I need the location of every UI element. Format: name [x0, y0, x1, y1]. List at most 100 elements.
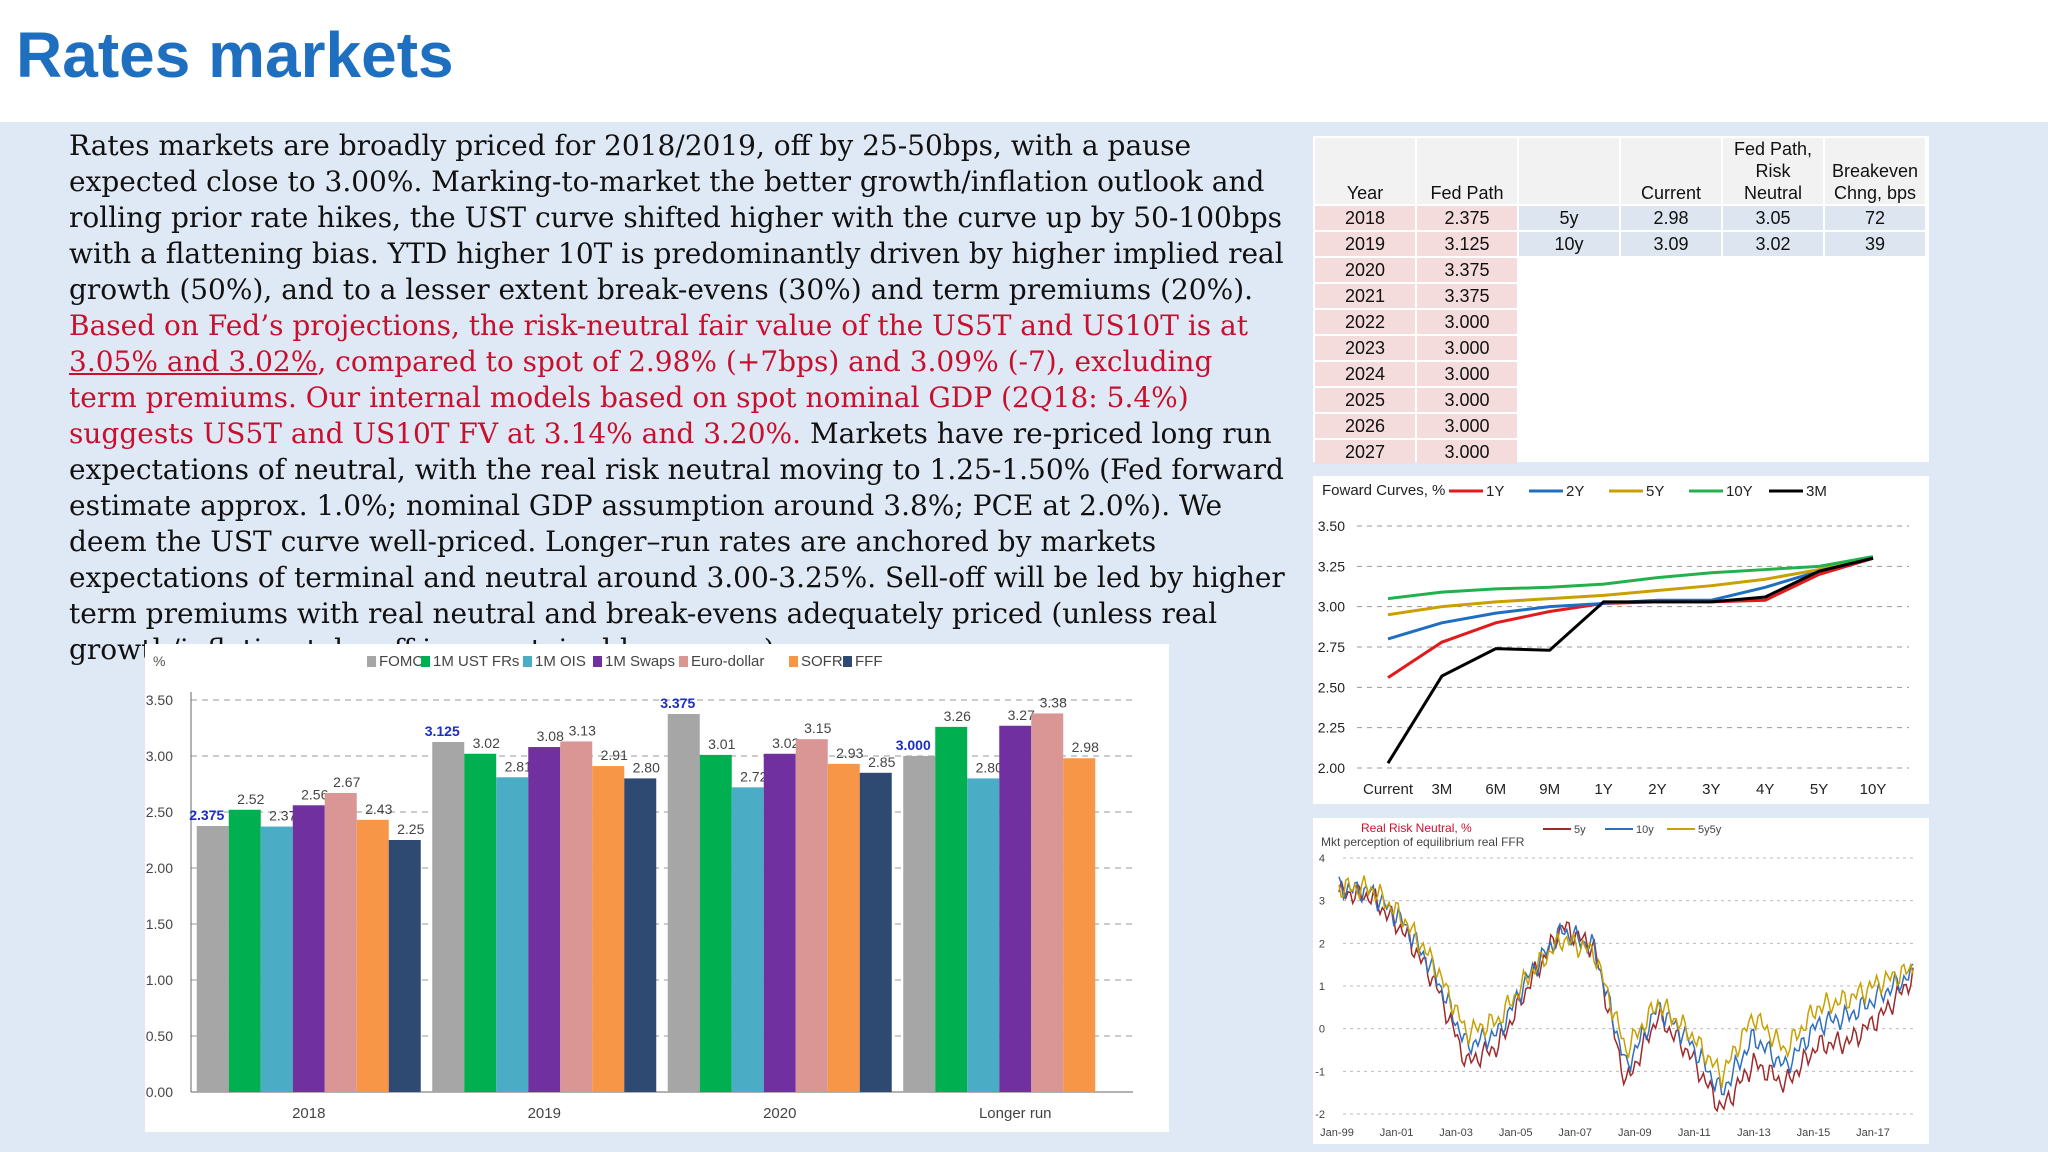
- x-tick-label: 3Y: [1702, 781, 1720, 798]
- bar-data-label: 3.02: [473, 735, 500, 751]
- header-breakeven: Breakeven Chng, bps: [1825, 138, 1925, 204]
- table-header-row: Year Fed Path Current Fed Path, Risk Neut…: [1315, 138, 1925, 204]
- y-tick-label: 2.00: [1318, 760, 1345, 776]
- series-line-10y: [1387, 555, 1874, 601]
- y-tick-label: 2.75: [1318, 639, 1345, 655]
- x-tick-label: Jan-05: [1499, 1127, 1533, 1139]
- fed-path-cell: 3.000: [1417, 362, 1517, 386]
- year-cell: 2026: [1315, 414, 1415, 438]
- header-risk-neutral-line1: Fed Path,: [1733, 139, 1813, 159]
- y-tick-label: 3.25: [1318, 558, 1345, 574]
- fed-path-cell: 3.000: [1417, 414, 1517, 438]
- bar-1m-ois: [496, 777, 529, 1092]
- y-tick-label: 3.50: [146, 692, 173, 708]
- bar-data-label: 3.375: [660, 695, 695, 711]
- legend-swatch: [421, 656, 430, 667]
- y-tick-label: 3.50: [1318, 518, 1345, 534]
- bar-1m-swaps: [763, 753, 796, 1092]
- y-tick-label: -1: [1315, 1066, 1325, 1078]
- fed-path-table: Year Fed Path Current Fed Path, Risk Neut…: [1313, 136, 1927, 466]
- bar-fomc: [196, 826, 229, 1092]
- table-row: 2020 3.375: [1315, 258, 1925, 282]
- current-cell: 3.09: [1621, 232, 1721, 256]
- x-tick-label: Jan-99: [1320, 1127, 1354, 1139]
- bar-data-label: 3.01: [708, 736, 735, 752]
- chart-title: Foward Curves, %: [1322, 482, 1445, 499]
- body-text-conclusion: Markets have re-priced long run expectat…: [69, 417, 1285, 666]
- body-text-highlight-2: , compared to spot of 2.98% (+7bps) and …: [69, 345, 1213, 450]
- y-tick-label: 4: [1319, 853, 1325, 865]
- y-tick-label: 2.25: [1318, 720, 1345, 736]
- legend-label: FFF: [855, 653, 883, 670]
- x-tick-label: Jan-17: [1856, 1127, 1890, 1139]
- x-tick-label: 2020: [763, 1105, 796, 1122]
- bar-sofr: [592, 766, 625, 1092]
- fed-path-cell: 3.000: [1417, 388, 1517, 412]
- bar-data-label: 2.93: [836, 745, 863, 761]
- bar-data-label: 2.52: [237, 791, 264, 807]
- legend-label: 1M OIS: [535, 653, 586, 670]
- bar-fomc: [667, 714, 700, 1092]
- year-cell: 2021: [1315, 284, 1415, 308]
- fed-path-table-panel: Year Fed Path Current Fed Path, Risk Neut…: [1313, 136, 1929, 464]
- legend-label: 1M Swaps: [605, 653, 675, 670]
- current-cell: 2.98: [1621, 206, 1721, 230]
- bar-sofr: [356, 819, 389, 1092]
- y-axis-label: %: [153, 653, 165, 669]
- bar-1m-swaps: [999, 725, 1032, 1092]
- y-tick-label: -2: [1315, 1109, 1325, 1121]
- legend-label: 1M UST FRs: [433, 653, 519, 670]
- x-tick-label: 6M: [1485, 781, 1506, 798]
- page-title: Rates markets: [16, 19, 454, 91]
- body-paragraph: Rates markets are broadly priced for 201…: [69, 128, 1289, 668]
- bar-data-label: 3.15: [804, 720, 831, 736]
- x-tick-label: Jan-01: [1380, 1127, 1414, 1139]
- bar-data-label: 2.25: [397, 821, 424, 837]
- header-fed-path: Fed Path: [1417, 138, 1517, 204]
- x-tick-label: Longer run: [979, 1105, 1052, 1122]
- bar-euro-dollar: [1031, 713, 1064, 1092]
- risk-neutral-cell: 3.05: [1723, 206, 1823, 230]
- legend-label: 10y: [1636, 824, 1654, 836]
- bar-euro-dollar: [560, 741, 593, 1092]
- x-tick-label: Jan-15: [1797, 1127, 1831, 1139]
- y-tick-label: 1.00: [146, 972, 173, 988]
- header-breakeven-line1: Breakeven: [1831, 161, 1919, 181]
- legend-label: 1Y: [1486, 483, 1504, 500]
- forward-curves-chart-panel: Foward Curves, % 1Y 2Y 5Y 10Y 3M 2.00 2.25 2.50 2…: [1313, 476, 1929, 804]
- fed-path-cell: 2.375: [1417, 206, 1517, 230]
- bar-data-label: 3.38: [1040, 694, 1067, 710]
- bar-1m-ust-frs: [935, 726, 968, 1092]
- year-cell: 2025: [1315, 388, 1415, 412]
- year-cell: 2023: [1315, 336, 1415, 360]
- year-cell: 2019: [1315, 232, 1415, 256]
- real-risk-neutral-chart: Real Risk Neutral, %Mkt perception of eq…: [1315, 821, 1914, 1139]
- y-tick-label: 2.50: [1318, 679, 1345, 695]
- bar-sofr: [1063, 758, 1096, 1092]
- x-tick-label: 10Y: [1860, 781, 1887, 798]
- bar-data-label: 2.56: [301, 786, 328, 802]
- table-row: 2024 3.000: [1315, 362, 1925, 386]
- x-tick-label: 2018: [292, 1105, 325, 1122]
- bar-data-label: 3.26: [944, 708, 971, 724]
- breakeven-cell: 39: [1825, 232, 1925, 256]
- header-bar: Rates markets: [0, 0, 2048, 122]
- legend-label: FOMC: [379, 653, 423, 670]
- y-tick-label: 2.50: [146, 804, 173, 820]
- bar-data-label: 3.08: [537, 728, 564, 744]
- bar-data-label: 2.375: [189, 807, 224, 823]
- x-tick-label: 2019: [528, 1105, 561, 1122]
- y-tick-label: 2: [1319, 938, 1325, 950]
- bar-1m-ust-frs: [464, 753, 497, 1092]
- table-row: 2025 3.000: [1315, 388, 1925, 412]
- y-tick-label: 2.00: [146, 860, 173, 876]
- table-row: 2026 3.000: [1315, 414, 1925, 438]
- bar-data-label: 3.000: [896, 737, 931, 753]
- x-tick-label: 5Y: [1810, 781, 1828, 798]
- bar-data-label: 2.85: [868, 754, 895, 770]
- legend-swatch: [789, 656, 798, 667]
- series-line-3m: [1386, 556, 1874, 764]
- body-text-fair-value: 3.05% and 3.02%: [69, 345, 318, 378]
- x-tick-label: 1Y: [1594, 781, 1612, 798]
- x-tick-label: 3M: [1431, 781, 1452, 798]
